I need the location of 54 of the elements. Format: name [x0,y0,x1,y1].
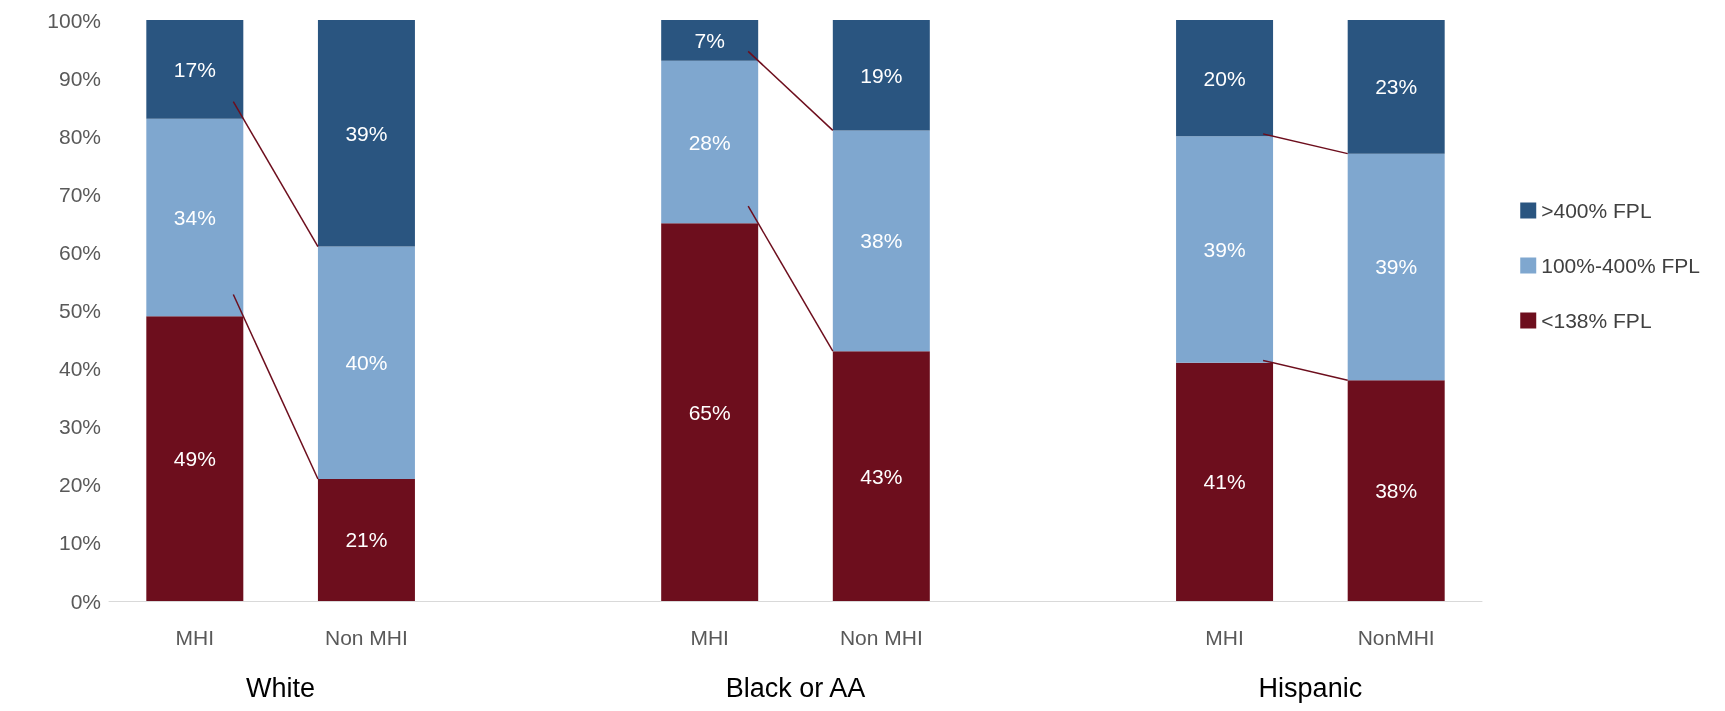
y-tick-label: 50% [58,299,101,322]
data-label: 7% [694,28,725,52]
bar [146,118,244,317]
bar [1176,20,1274,137]
text: Hispanic [1258,673,1363,703]
y-tick-label: 80% [58,124,101,148]
x-tick-label: MHI [690,626,729,649]
x-tick-label: Non MHI [325,626,408,649]
x-tick-label: Non MHI [839,626,923,649]
bar [146,20,244,119]
y-tick-label: 100% [47,8,101,32]
data-label: 49% [173,447,216,471]
y-tick-label: 10% [58,531,101,555]
data-label: 20% [1203,66,1246,90]
data-label: 38% [860,229,903,253]
x-tick-label: NonMHI [1357,626,1435,649]
data-label: 28% [688,130,731,154]
data-label: 19% [860,63,903,87]
x-tick-label: MHI [175,626,215,649]
data-label: 21% [345,528,388,552]
data-label: 39% [345,121,388,145]
data-label: 41% [1203,470,1246,494]
bar [1176,136,1274,363]
bar [317,20,415,247]
bar [1347,20,1445,154]
x-tick-label: MHI [1205,626,1244,649]
y-tick-label: 20% [58,473,101,497]
legend-label: 100%-400% FPL [1541,254,1700,277]
bar [832,20,930,131]
data-label: 39% [1375,255,1418,279]
bar [832,130,930,352]
y-tick-label: 40% [58,357,101,381]
data-label: 34% [173,206,216,230]
y-tick-label: 0% [70,589,101,613]
bar [1347,153,1445,381]
data-label: 23% [1375,75,1418,99]
y-tick-label: 30% [58,415,101,439]
data-label: 40% [345,351,388,375]
bar [832,351,930,601]
bar [661,60,759,224]
bar [317,246,415,479]
y-tick-label: 90% [58,66,101,90]
data-label: 17% [173,57,216,81]
data-label: 65% [688,400,731,424]
legend-label: <138% FPL [1541,309,1652,332]
data-label: 38% [1375,479,1418,503]
text: Black or AA [725,673,866,703]
data-label: 43% [860,464,903,488]
bar [661,20,759,61]
data-label: 39% [1203,237,1246,261]
y-tick-label: 70% [58,182,101,206]
legend-label: >400% FPL [1541,199,1652,222]
y-tick-label: 60% [58,240,101,264]
text: White [246,673,316,703]
